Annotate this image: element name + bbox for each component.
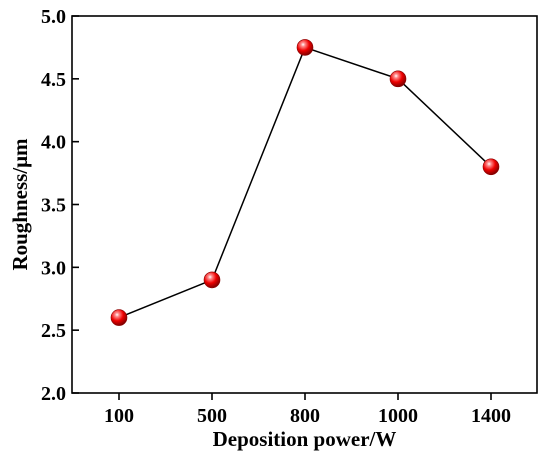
plot-frame bbox=[71, 15, 538, 394]
marker-layer bbox=[110, 39, 500, 326]
series-line bbox=[118, 46, 492, 319]
data-point-marker bbox=[482, 158, 500, 176]
x-tick-label: 1400 bbox=[471, 405, 511, 427]
y-axis: 2.0 2.5 3.0 3.5 4.0 4.5 5.0 bbox=[41, 6, 79, 405]
y-tick-label: 3.0 bbox=[41, 257, 66, 279]
y-axis-title: Roughness/μm bbox=[8, 138, 32, 271]
x-tick-label: 1000 bbox=[378, 405, 418, 427]
data-point-marker bbox=[203, 271, 221, 289]
x-axis-title: Deposition power/W bbox=[213, 427, 397, 451]
y-tick-label: 4.0 bbox=[41, 132, 66, 154]
data-point-marker bbox=[110, 309, 128, 326]
y-tick-label: 3.5 bbox=[41, 195, 66, 217]
x-tick-label: 500 bbox=[197, 405, 227, 427]
y-tick-label: 4.5 bbox=[41, 69, 66, 91]
x-tick-label: 800 bbox=[290, 405, 320, 427]
data-point-marker bbox=[296, 39, 314, 56]
series-layer bbox=[118, 46, 492, 319]
y-tick-label: 2.0 bbox=[41, 383, 66, 405]
x-axis: 100 500 800 1000 1400 bbox=[104, 393, 511, 427]
y-tick-label: 5.0 bbox=[41, 6, 66, 28]
data-point-marker bbox=[389, 70, 407, 88]
y-tick-label: 2.5 bbox=[41, 320, 66, 342]
x-tick-label: 100 bbox=[104, 405, 134, 427]
